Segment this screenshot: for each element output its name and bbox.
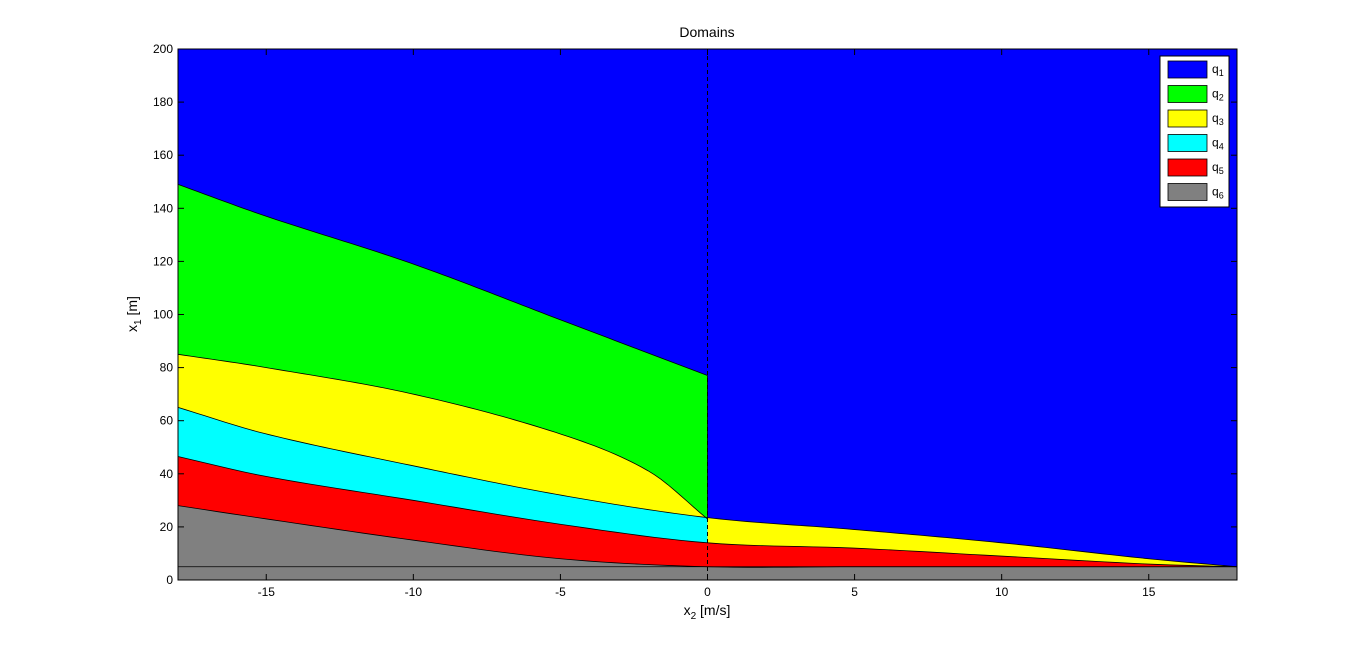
legend-label: q3 [1212, 111, 1224, 127]
x-tick-label: -15 [258, 585, 276, 599]
svg-text:x1 [m]: x1 [m] [124, 296, 144, 332]
x-axis-label: x2 [m/s] [684, 602, 731, 622]
y-tick-label: 20 [160, 520, 174, 534]
x-axis-label-sub: 2 [691, 611, 697, 622]
y-tick-label: 180 [153, 95, 173, 109]
region-q2 [178, 184, 708, 519]
legend-swatch [1167, 109, 1208, 128]
legend: q1 q2 q3 q4 q5 q6 [1159, 55, 1230, 208]
boundary-q3-q4-right [707, 517, 1238, 568]
x-tick-label: 15 [1142, 585, 1156, 599]
x-axis-label-unit: [m/s] [696, 602, 730, 618]
y-tick-label: 0 [166, 573, 173, 587]
x-tick-label: 10 [995, 585, 1009, 599]
plot-area [177, 49, 1238, 580]
region-q3-left [178, 354, 708, 519]
y-tick-label: 160 [153, 148, 173, 162]
region-q4 [178, 407, 708, 543]
y-axis-label-unit: [m] [124, 296, 140, 319]
boundary-q2-q3 [177, 353, 708, 520]
y-axis-label-main: x [124, 325, 140, 332]
legend-label: q5 [1212, 160, 1224, 176]
axes: -15 -10 -5 0 5 10 15 0 20 40 60 80 100 120 140 160 180 20… [153, 42, 1238, 599]
legend-label: q4 [1212, 136, 1224, 152]
legend-label: q1 [1212, 62, 1224, 78]
y-axis-label-sub: 1 [133, 319, 144, 325]
region-q6-floor [178, 566, 1237, 580]
legend-label: q2 [1212, 87, 1224, 103]
legend-swatch [1167, 60, 1208, 79]
y-tick-label: 140 [153, 201, 173, 215]
svg-text:x2 [m/s]: x2 [m/s] [684, 602, 731, 622]
y-tick-label: 60 [160, 414, 174, 428]
x-tick-label: 5 [851, 585, 858, 599]
x-tick-label: -5 [555, 585, 566, 599]
region-q3-right [707, 517, 1237, 567]
region-q6 [178, 505, 1237, 568]
x-axis-label-main: x [684, 602, 691, 618]
legend-swatch [1167, 85, 1208, 103]
y-tick-label: 80 [160, 361, 174, 375]
y-tick-label: 100 [153, 308, 173, 322]
x-tick-label: 0 [704, 585, 711, 599]
chart-title: Domains [679, 24, 734, 40]
y-tick-label: 40 [160, 467, 174, 481]
legend-box [1159, 55, 1230, 208]
legend-swatch [1167, 183, 1208, 201]
region-q5 [178, 456, 1237, 568]
y-axis-label: x1 [m] [124, 296, 144, 332]
legend-swatch [1167, 158, 1208, 177]
y-tick-label: 120 [153, 254, 173, 268]
legend-label: q6 [1212, 185, 1224, 201]
legend-swatch [1167, 134, 1208, 152]
boundary-q1-q2 [177, 184, 708, 376]
x-tick-label: -10 [405, 585, 423, 599]
boundary-q3-q4-left [177, 407, 708, 519]
y-tick-label: 200 [153, 42, 173, 56]
